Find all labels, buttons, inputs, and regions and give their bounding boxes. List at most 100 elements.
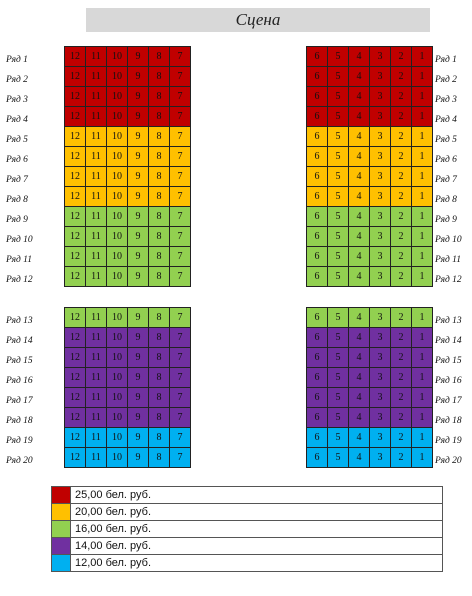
seat[interactable]: 3 <box>370 67 391 87</box>
seat[interactable]: 9 <box>128 67 149 87</box>
seat[interactable]: 10 <box>107 87 128 107</box>
seat[interactable]: 10 <box>107 388 128 408</box>
seat[interactable]: 12 <box>65 308 86 328</box>
seat[interactable]: 8 <box>149 328 170 348</box>
seat[interactable]: 11 <box>86 368 107 388</box>
seat[interactable]: 8 <box>149 428 170 448</box>
seat[interactable]: 4 <box>349 448 370 468</box>
seat[interactable]: 11 <box>86 448 107 468</box>
seat[interactable]: 6 <box>307 107 328 127</box>
seat[interactable]: 7 <box>170 308 191 328</box>
seat[interactable]: 2 <box>391 147 412 167</box>
seat[interactable]: 4 <box>349 388 370 408</box>
seat[interactable]: 1 <box>412 408 433 428</box>
seat[interactable]: 7 <box>170 167 191 187</box>
seat[interactable]: 7 <box>170 67 191 87</box>
seat[interactable]: 10 <box>107 67 128 87</box>
seat[interactable]: 1 <box>412 47 433 67</box>
seat[interactable]: 4 <box>349 247 370 267</box>
seat[interactable]: 4 <box>349 207 370 227</box>
seat[interactable]: 11 <box>86 388 107 408</box>
seat[interactable]: 8 <box>149 308 170 328</box>
seat[interactable]: 12 <box>65 348 86 368</box>
seat[interactable]: 4 <box>349 408 370 428</box>
seat[interactable]: 6 <box>307 147 328 167</box>
seat[interactable]: 7 <box>170 107 191 127</box>
seat[interactable]: 4 <box>349 328 370 348</box>
seat[interactable]: 2 <box>391 127 412 147</box>
seat[interactable]: 8 <box>149 227 170 247</box>
seat[interactable]: 3 <box>370 87 391 107</box>
seat[interactable]: 12 <box>65 267 86 287</box>
seat[interactable]: 5 <box>328 328 349 348</box>
seat[interactable]: 5 <box>328 107 349 127</box>
seat[interactable]: 9 <box>128 107 149 127</box>
seat[interactable]: 11 <box>86 308 107 328</box>
seat[interactable]: 10 <box>107 47 128 67</box>
seat[interactable]: 6 <box>307 247 328 267</box>
seat[interactable]: 10 <box>107 308 128 328</box>
seat[interactable]: 1 <box>412 207 433 227</box>
seat[interactable]: 1 <box>412 348 433 368</box>
seat[interactable]: 6 <box>307 207 328 227</box>
seat[interactable]: 2 <box>391 328 412 348</box>
seat[interactable]: 1 <box>412 127 433 147</box>
seat[interactable]: 12 <box>65 328 86 348</box>
seat[interactable]: 7 <box>170 428 191 448</box>
seat[interactable]: 3 <box>370 368 391 388</box>
seat[interactable]: 2 <box>391 187 412 207</box>
seat[interactable]: 9 <box>128 388 149 408</box>
seat[interactable]: 3 <box>370 47 391 67</box>
seat[interactable]: 5 <box>328 87 349 107</box>
seat[interactable]: 6 <box>307 428 328 448</box>
seat[interactable]: 6 <box>307 127 328 147</box>
seat[interactable]: 11 <box>86 267 107 287</box>
seat[interactable]: 3 <box>370 187 391 207</box>
seat[interactable]: 2 <box>391 87 412 107</box>
seat[interactable]: 5 <box>328 267 349 287</box>
seat[interactable]: 2 <box>391 207 412 227</box>
seat[interactable]: 5 <box>328 147 349 167</box>
seat[interactable]: 8 <box>149 408 170 428</box>
seat[interactable]: 7 <box>170 187 191 207</box>
seat[interactable]: 11 <box>86 187 107 207</box>
seat[interactable]: 10 <box>107 127 128 147</box>
seat[interactable]: 7 <box>170 127 191 147</box>
seat[interactable]: 11 <box>86 107 107 127</box>
seat[interactable]: 5 <box>328 247 349 267</box>
seat[interactable]: 3 <box>370 167 391 187</box>
seat[interactable]: 1 <box>412 187 433 207</box>
seat[interactable]: 9 <box>128 127 149 147</box>
seat[interactable]: 7 <box>170 368 191 388</box>
seat[interactable]: 4 <box>349 127 370 147</box>
seat[interactable]: 4 <box>349 67 370 87</box>
seat[interactable]: 5 <box>328 448 349 468</box>
seat[interactable]: 10 <box>107 328 128 348</box>
seat[interactable]: 6 <box>307 368 328 388</box>
seat[interactable]: 1 <box>412 267 433 287</box>
seat[interactable]: 12 <box>65 388 86 408</box>
seat[interactable]: 9 <box>128 47 149 67</box>
seat[interactable]: 8 <box>149 267 170 287</box>
seat[interactable]: 11 <box>86 127 107 147</box>
seat[interactable]: 11 <box>86 87 107 107</box>
seat[interactable]: 5 <box>328 167 349 187</box>
seat[interactable]: 7 <box>170 348 191 368</box>
seat[interactable]: 8 <box>149 207 170 227</box>
seat[interactable]: 5 <box>328 428 349 448</box>
seat[interactable]: 3 <box>370 448 391 468</box>
seat[interactable]: 11 <box>86 227 107 247</box>
seat[interactable]: 12 <box>65 207 86 227</box>
seat[interactable]: 9 <box>128 247 149 267</box>
seat[interactable]: 9 <box>128 227 149 247</box>
seat[interactable]: 6 <box>307 67 328 87</box>
seat[interactable]: 11 <box>86 408 107 428</box>
seat[interactable]: 9 <box>128 328 149 348</box>
seat[interactable]: 3 <box>370 247 391 267</box>
seat[interactable]: 5 <box>328 348 349 368</box>
seat[interactable]: 5 <box>328 227 349 247</box>
seat[interactable]: 6 <box>307 47 328 67</box>
seat[interactable]: 3 <box>370 328 391 348</box>
seat[interactable]: 3 <box>370 428 391 448</box>
seat[interactable]: 12 <box>65 368 86 388</box>
